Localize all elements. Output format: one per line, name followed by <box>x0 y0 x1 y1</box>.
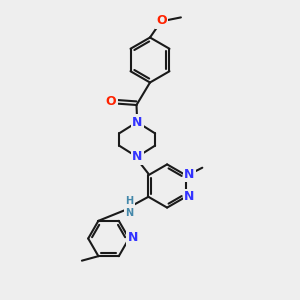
Text: O: O <box>106 95 116 108</box>
Text: N: N <box>128 231 138 244</box>
Text: N: N <box>132 116 142 129</box>
Text: N: N <box>184 168 195 181</box>
Text: N: N <box>132 150 142 164</box>
Text: O: O <box>156 14 167 28</box>
Text: H
N: H N <box>125 196 134 218</box>
Text: N: N <box>184 190 195 203</box>
